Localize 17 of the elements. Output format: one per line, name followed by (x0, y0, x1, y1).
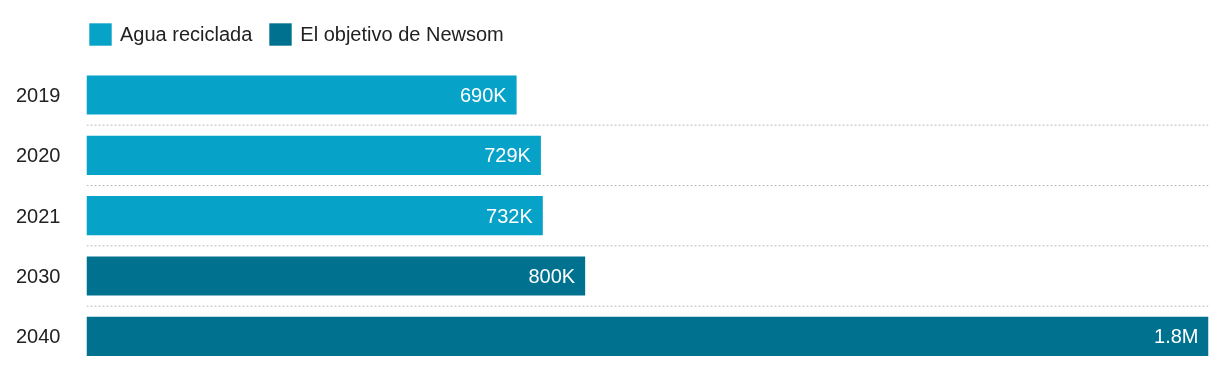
bar (86, 256, 586, 296)
data-label: 800K (528, 265, 576, 287)
bar (86, 75, 517, 115)
y-tick-label: 2019 (16, 84, 61, 106)
y-tick-label: 2021 (16, 204, 61, 227)
y-tick-label: 2030 (16, 265, 61, 287)
data-label: 732K (486, 204, 534, 227)
data-label: 690K (459, 84, 508, 106)
bar (86, 196, 543, 236)
data-label: 729K (484, 144, 532, 167)
y-tick-label: 2020 (16, 144, 61, 167)
legend-label: El objetivo de Newsom (300, 22, 504, 46)
legend-label: Agua reciclada (120, 22, 253, 46)
data-label: 1.8M (1154, 325, 1199, 348)
bar (86, 135, 541, 175)
y-tick-label: 2040 (16, 325, 61, 348)
bar (86, 316, 1209, 356)
